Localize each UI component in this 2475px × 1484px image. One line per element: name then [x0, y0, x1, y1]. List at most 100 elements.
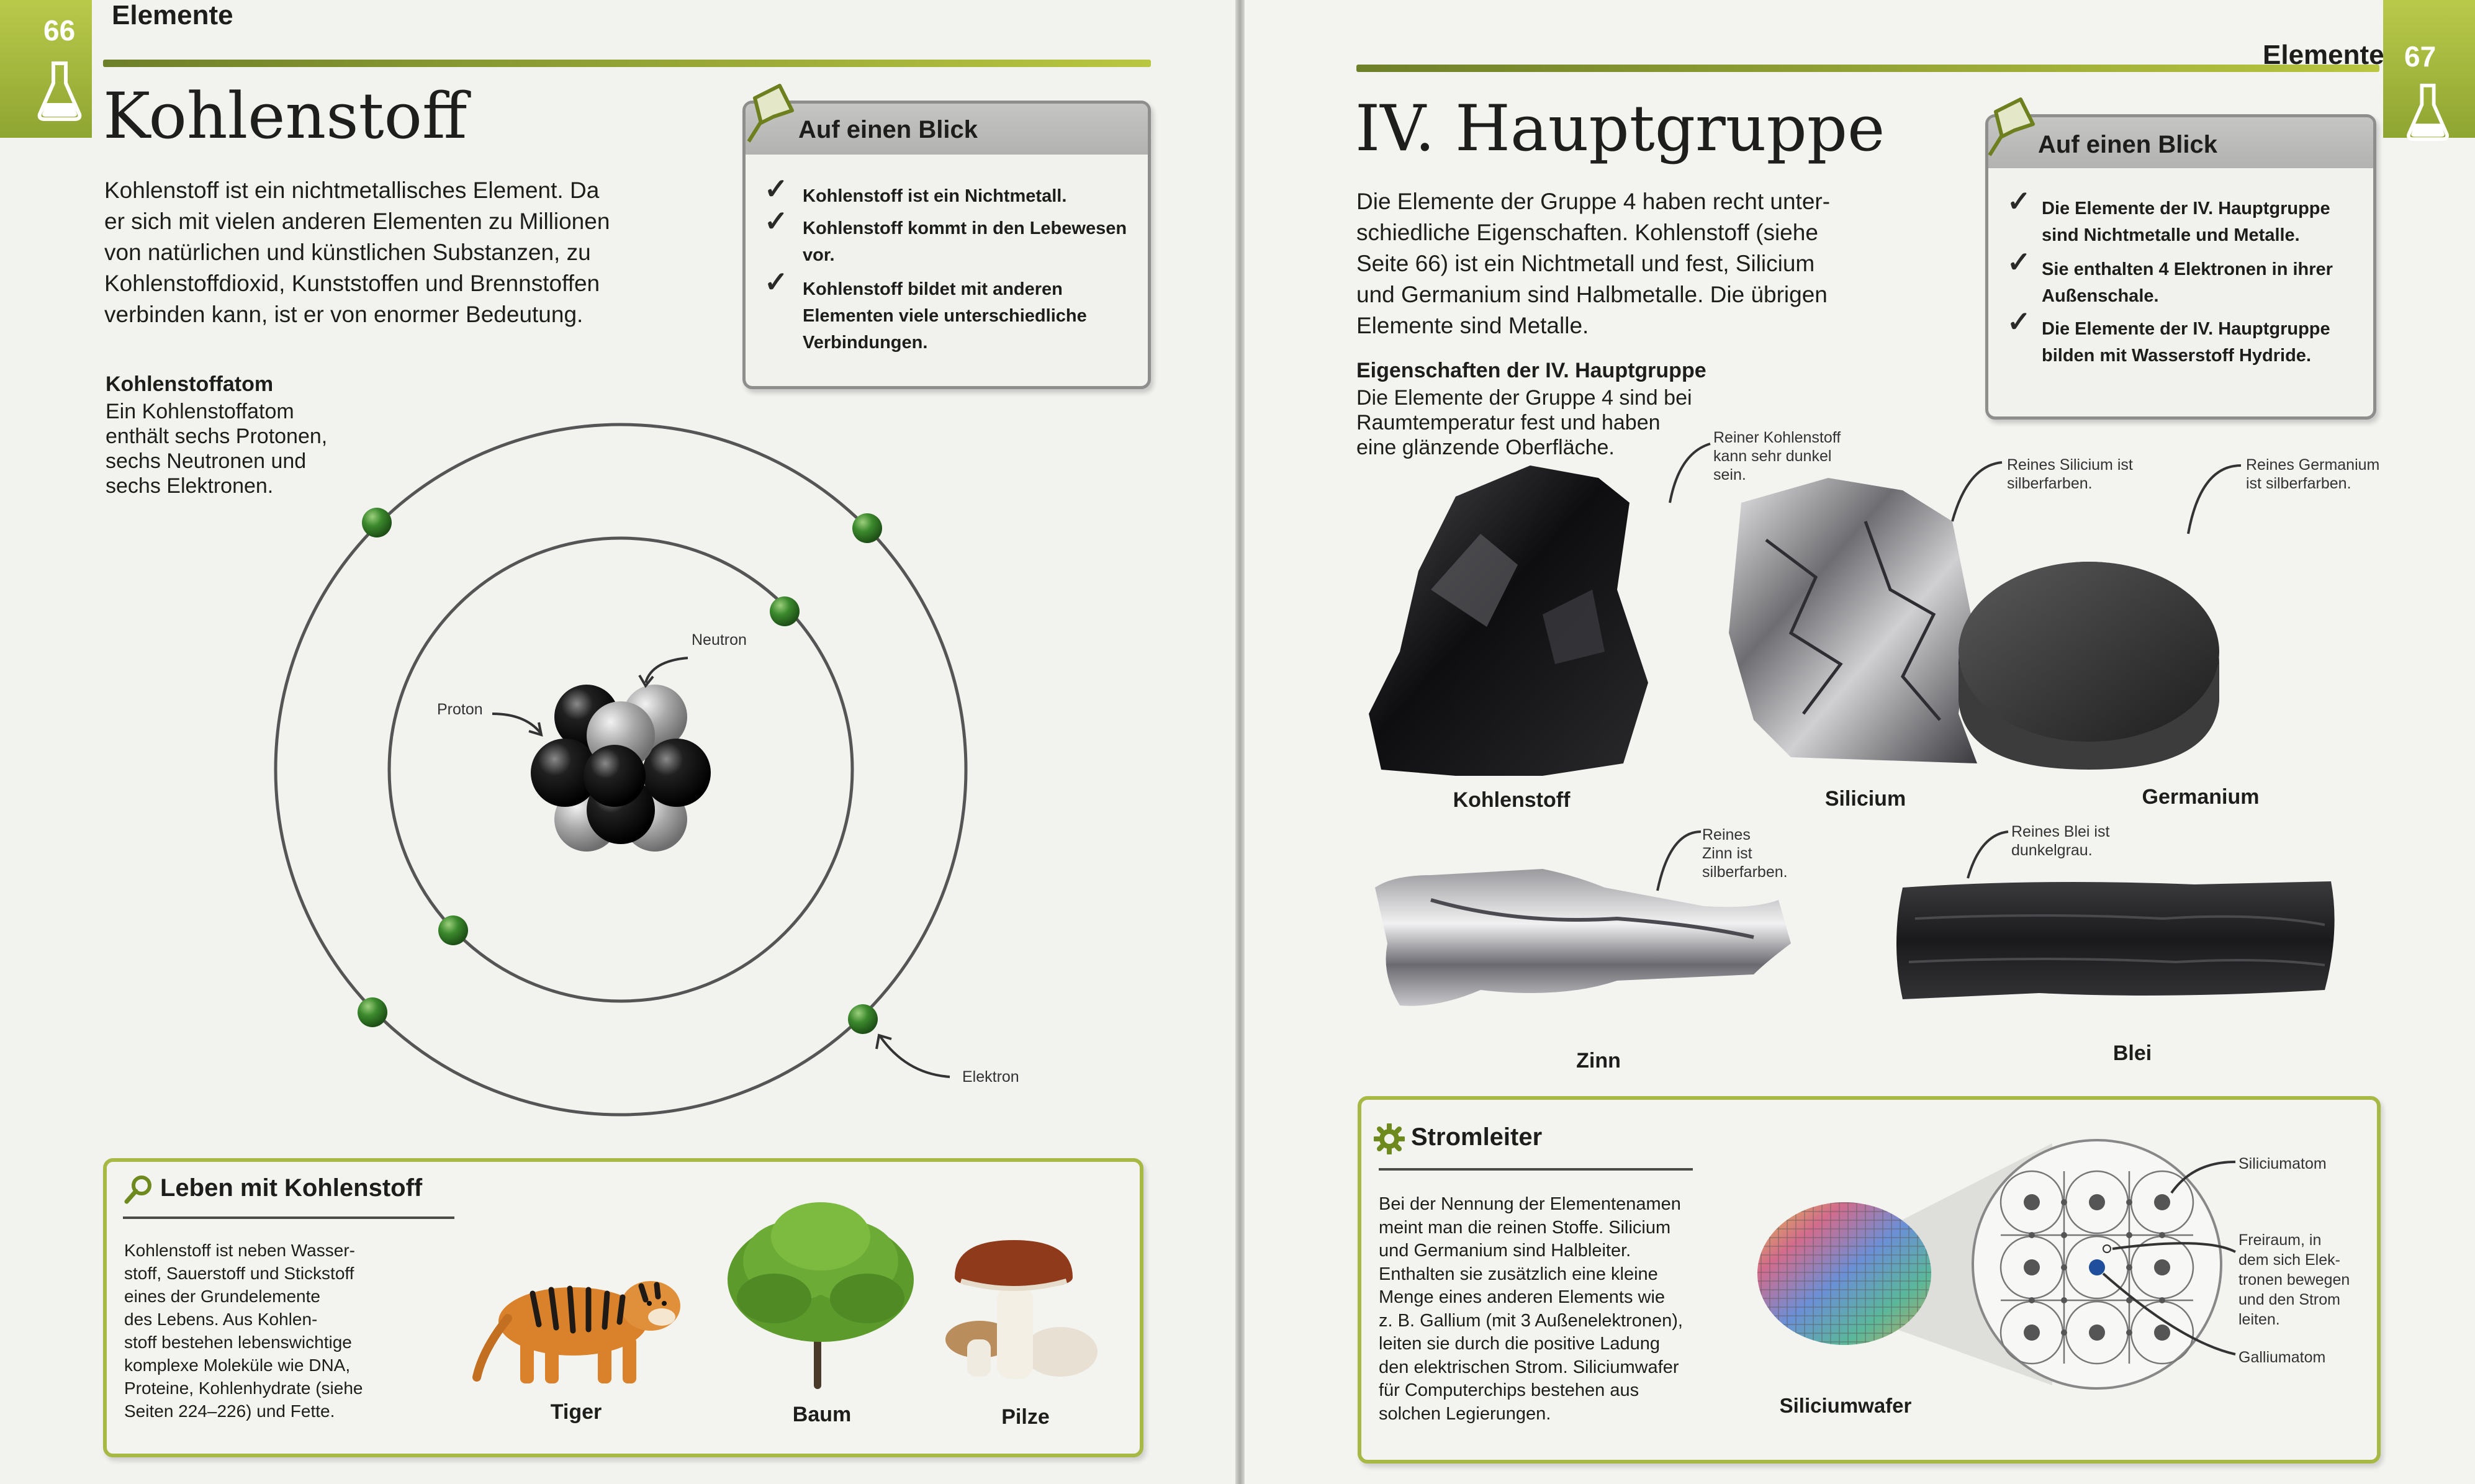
- page-title: Kohlenstoff: [103, 79, 467, 153]
- element-samples: [1369, 443, 2335, 1006]
- atom-heading: Kohlenstoffatom: [106, 372, 274, 396]
- intro-line: und Germanium sind Halbmetalle. Die übri…: [1356, 282, 1828, 307]
- silicon-atom-label: Siliciumatom: [2238, 1155, 2327, 1172]
- glance-item-line: Kohlenstoff bildet mit anderen: [803, 279, 1063, 299]
- properties-text-line: Die Elemente der Gruppe 4 sind bei: [1356, 386, 1692, 410]
- left-page: 66 Elemente Kohlenstoff Kohlenstoff ist …: [0, 0, 1235, 1484]
- life-box-text-line: stoff, Sauerstoff und Stickstoff: [124, 1264, 354, 1283]
- germanium-caption: Germanium: [2142, 785, 2260, 809]
- glance-item-line: Kohlenstoff kommt in den Lebewesen: [803, 218, 1127, 238]
- free-space-label-line: und den Strom: [2238, 1291, 2340, 1308]
- life-box-rule: [123, 1216, 454, 1219]
- tin-sample: [1375, 869, 1791, 1006]
- glance-item-line: Kohlenstoff ist ein Nichtmetall.: [803, 186, 1067, 206]
- pushpin-icon: [747, 84, 794, 143]
- electron-label: Elektron: [962, 1068, 1019, 1086]
- properties-heading: Eigenschaften der IV. Hauptgruppe: [1356, 359, 1706, 382]
- carbon-note-line: Reiner Kohlenstoff: [1713, 429, 1841, 446]
- electron: [438, 915, 468, 945]
- wafer-lattice-diagram: [1757, 1139, 2236, 1390]
- electrons: [358, 508, 882, 1034]
- silicon-note: Reines Silicium ist silberfarben.: [2007, 456, 2133, 493]
- silicon-atoms: [2024, 1194, 2170, 1341]
- at-a-glance-box: Auf einen Blick ✓ Kohlenstoff ist ein Ni…: [742, 101, 1151, 389]
- carbon-note-line: kann sehr dunkel: [1713, 447, 1832, 465]
- page-tab-right: 67: [2383, 0, 2475, 142]
- life-box-text-line: Proteine, Kohlenhydrate (siehe: [124, 1378, 363, 1398]
- tree-caption: Baum: [792, 1403, 852, 1426]
- pushpin-icon: [1988, 97, 2035, 156]
- intro-line: er sich mit vielen anderen Elementen zu …: [104, 209, 610, 234]
- properties-text-line: Raumtemperatur fest und haben: [1356, 411, 1661, 434]
- header-rule: [103, 60, 1151, 67]
- properties-text-line: eine glänzende Oberfläche.: [1356, 436, 1615, 459]
- intro-line: Kohlenstoff ist ein nichtmetallisches El…: [104, 178, 600, 203]
- atom-description-line: sechs Elektronen.: [106, 474, 274, 498]
- proton-arrow: [492, 713, 541, 734]
- magnifier-icon: [124, 1176, 151, 1204]
- life-box-text-line: des Lebens. Aus Kohlen-: [124, 1310, 318, 1329]
- inner-orbit: [387, 536, 854, 1003]
- conductor-text-line: Enthalten sie zusätzlich eine kleine: [1379, 1264, 1658, 1284]
- tiger-caption: Tiger: [550, 1400, 602, 1424]
- conductor-text-line: leiten sie durch die positive Ladung: [1379, 1334, 1661, 1354]
- electron-arrow: [879, 1035, 950, 1078]
- life-box-title: Leben mit Kohlenstoff: [160, 1174, 423, 1202]
- glance-item-line: Die Elemente der IV. Hauptgruppe: [2042, 199, 2330, 218]
- tin-note-line: Reines: [1702, 826, 1751, 843]
- glance-item: ✓ Kohlenstoff bildet mit anderen Element…: [764, 268, 1087, 356]
- box-title: Auf einen Blick: [2038, 131, 2217, 158]
- glance-item-line: Außenschale.: [2042, 286, 2159, 306]
- glance-item: ✓ Die Elemente der IV. Hauptgruppe sind …: [2007, 187, 2330, 249]
- checkmark-icon: ✓: [764, 266, 788, 298]
- tiger-illustration: [472, 1281, 680, 1383]
- silicon-sample: [1729, 478, 1977, 763]
- conductor-box-title: Stromleiter: [1411, 1123, 1543, 1151]
- glance-item-line: Elementen viele unterschiedliche: [803, 306, 1087, 326]
- life-box-text-line: komplexe Moleküle wie DNA,: [124, 1356, 351, 1375]
- checkmark-icon: ✓: [2007, 246, 2031, 278]
- conductor-text-line: solchen Legierungen.: [1379, 1403, 1551, 1424]
- silicon-note-line: silberfarben.: [2007, 475, 2093, 492]
- section-label: Elemente: [112, 0, 233, 30]
- intro-line: Die Elemente der Gruppe 4 haben recht un…: [1356, 189, 1831, 214]
- proton-label: Proton: [437, 701, 483, 718]
- tin-note-line: Zinn ist: [1702, 845, 1752, 862]
- lead-note-line: Reines Blei ist: [2011, 823, 2110, 840]
- atom-description-line: enthält sechs Protonen,: [106, 425, 328, 448]
- properties-text: Die Elemente der Gruppe 4 sind bei Raumt…: [1356, 385, 1692, 460]
- glance-item: ✓ Kohlenstoff kommt in den Lebewesen vor…: [764, 207, 1127, 269]
- carbon-note-line: sein.: [1713, 466, 1746, 483]
- page-tab-left: 66: [0, 0, 92, 138]
- silicon-caption: Silicium: [1824, 787, 1906, 811]
- neutron-arrow: [644, 657, 688, 683]
- mushrooms-caption: Pilze: [1001, 1405, 1050, 1429]
- glance-item-line: Die Elemente der IV. Hauptgruppe: [2042, 319, 2330, 339]
- free-space-label: Freiraum, in dem sich Elek- tronen beweg…: [2238, 1230, 2350, 1329]
- life-box-text-line: stoff bestehen lebenswichtige: [124, 1333, 352, 1352]
- checkmark-icon: ✓: [2007, 185, 2031, 217]
- hole: [2103, 1244, 2111, 1253]
- at-a-glance-box: Auf einen Blick ✓ Die Elemente der IV. H…: [1985, 114, 2376, 420]
- intro-line: Seite 66) ist ein Nichtmetall und fest, …: [1356, 251, 1815, 276]
- flask-icon: [2407, 83, 2449, 142]
- checkmark-icon: ✓: [764, 205, 788, 237]
- carbon-caption: Kohlenstoff: [1453, 788, 1571, 812]
- lead-note-line: dunkelgrau.: [2011, 842, 2093, 859]
- glance-item: ✓ Die Elemente der IV. Hauptgruppe bilde…: [2007, 307, 2330, 369]
- conductor-text-line: den elektrischen Strom. Siliciumwafer: [1379, 1357, 1679, 1377]
- intro-line: Kohlenstoffdioxid, Kunststoffen und Bren…: [104, 271, 600, 296]
- box-title: Auf einen Blick: [798, 116, 978, 143]
- intro-line: schiedliche Eigenschaften. Kohlenstoff (…: [1356, 220, 1818, 245]
- carbon-atom-diagram: [274, 423, 968, 1117]
- electron: [770, 596, 800, 626]
- conductor-text: Bei der Nennung der Elementenamen meint …: [1379, 1193, 1683, 1426]
- germanium-note-line: Reines Germanium: [2246, 456, 2380, 474]
- free-space-label-line: dem sich Elek-: [2238, 1251, 2340, 1269]
- gallium-atom-label: Galliumatom: [2238, 1349, 2326, 1366]
- intro-text: Die Elemente der Gruppe 4 haben recht un…: [1356, 186, 1903, 341]
- glance-item-line: bilden mit Wasserstoff Hydride.: [2042, 346, 2311, 366]
- glance-item-line: Sie enthalten 4 Elektronen in ihrer: [2042, 259, 2333, 279]
- electron: [848, 1004, 878, 1034]
- glance-item: ✓ Kohlenstoff ist ein Nichtmetall.: [764, 174, 1067, 210]
